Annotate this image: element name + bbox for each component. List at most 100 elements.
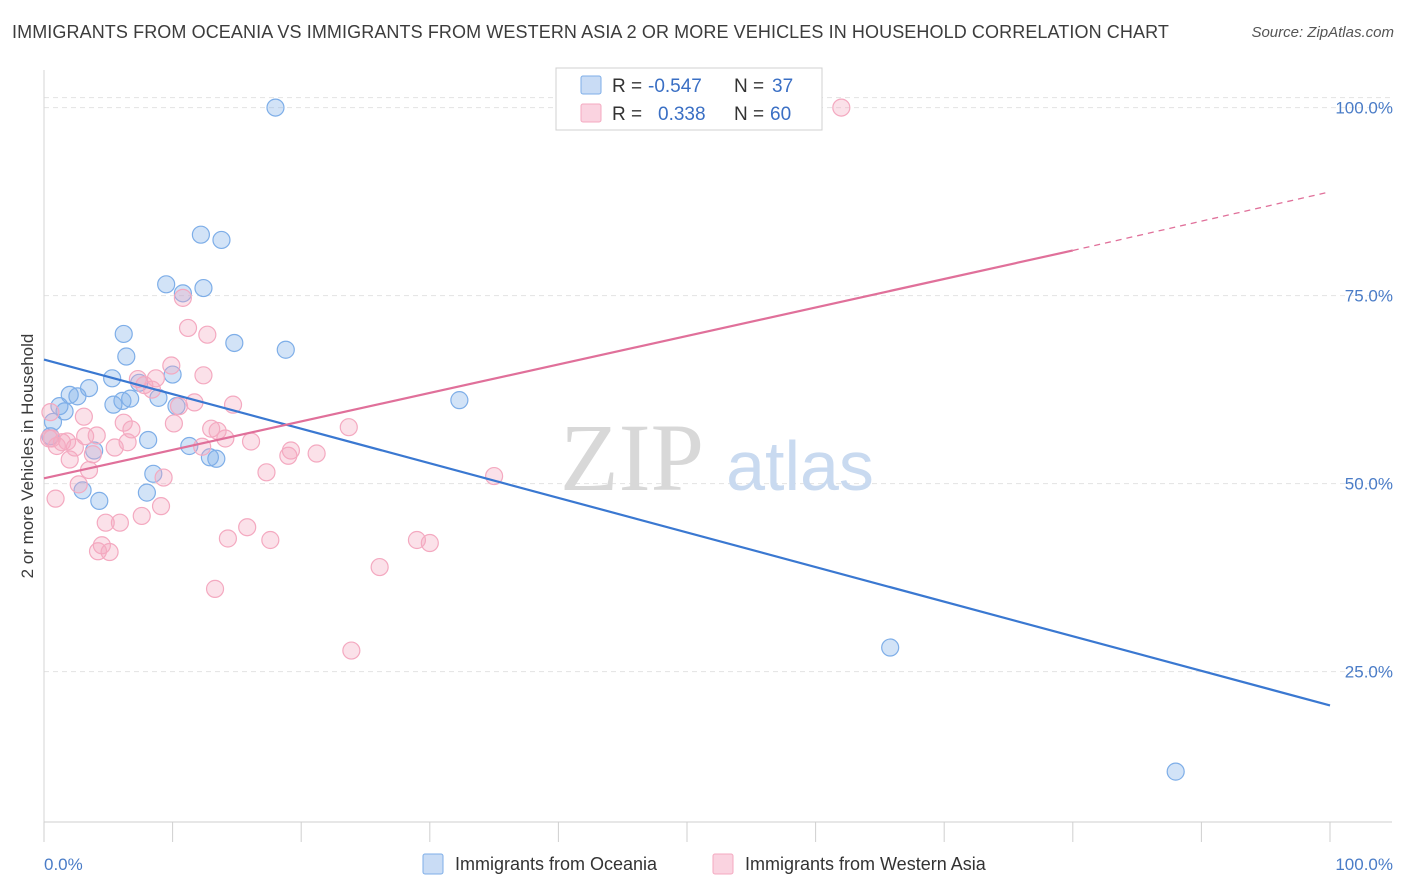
x-tick-label: 100.0% — [1335, 855, 1393, 874]
data-point — [55, 402, 74, 421]
grid-lines — [44, 97, 1392, 673]
data-point — [69, 475, 88, 494]
data-point — [173, 288, 192, 307]
data-point — [276, 340, 295, 359]
data-point — [40, 429, 59, 448]
data-point — [420, 533, 439, 553]
data-point — [50, 397, 69, 416]
trend-lines — [43, 191, 1331, 707]
data-point — [178, 318, 198, 338]
data-point — [46, 489, 65, 508]
data-point — [225, 333, 244, 353]
data-point — [104, 395, 123, 414]
data-point — [832, 98, 851, 117]
x-tick-label: 0.0% — [44, 855, 83, 874]
data-point — [164, 414, 183, 433]
data-point — [194, 278, 213, 298]
legend-r-label-1: R = — [612, 76, 642, 97]
data-point — [144, 464, 163, 483]
data-point — [74, 407, 93, 426]
data-point — [257, 463, 276, 482]
data-point — [114, 324, 133, 344]
series-legend-label-western-asia: Immigrants from Western Asia — [745, 854, 987, 874]
x-tick-labels: 0.0% 100.0% — [44, 855, 1393, 874]
data-point — [281, 441, 301, 460]
series-legend-swatch-oceania — [422, 853, 444, 875]
data-point — [146, 369, 165, 388]
y-tick-label: 25.0% — [1345, 663, 1393, 682]
data-point — [307, 444, 326, 463]
legend-n-value-oceania: 37 — [772, 76, 793, 97]
chart-title: IMMIGRANTS FROM OCEANIA VS IMMIGRANTS FR… — [12, 22, 1169, 42]
legend-swatch-western-asia — [580, 103, 602, 123]
legend-r-value-western-asia: 0.338 — [658, 104, 706, 125]
trend-line-extension — [1072, 191, 1331, 252]
legend-n-label-2: N = — [734, 104, 764, 125]
data-points — [40, 98, 1185, 781]
data-point — [212, 230, 231, 250]
y-axis-label: 2 or more Vehicles in Household — [18, 334, 37, 579]
data-point — [162, 356, 181, 375]
series-legend: Immigrants from Oceania Immigrants from … — [422, 853, 987, 875]
data-point — [117, 347, 136, 366]
legend-n-value-western-asia: 60 — [770, 104, 791, 125]
data-point — [139, 430, 158, 450]
trend-line — [43, 358, 1331, 707]
data-point — [60, 450, 79, 469]
data-point — [218, 529, 237, 548]
data-point — [151, 497, 171, 516]
data-point — [122, 420, 141, 439]
data-point — [79, 378, 99, 398]
series-legend-label-oceania: Immigrants from Oceania — [455, 854, 658, 874]
stats-legend: R = -0.547 N = 37 R = 0.338 N = 60 — [555, 67, 823, 131]
data-point — [194, 366, 213, 385]
data-point — [90, 491, 109, 510]
watermark-atlas: atlas — [726, 427, 874, 505]
data-point — [92, 536, 111, 555]
legend-swatch-oceania — [580, 75, 602, 95]
data-point — [114, 413, 133, 432]
data-point — [205, 579, 225, 598]
data-point — [207, 449, 226, 468]
data-point — [96, 513, 115, 532]
y-tick-label: 100.0% — [1335, 99, 1393, 118]
data-point — [47, 436, 66, 456]
data-point — [241, 432, 261, 451]
y-tick-label: 50.0% — [1345, 475, 1393, 494]
trend-line — [43, 249, 1074, 480]
data-point — [169, 397, 189, 416]
data-point — [339, 418, 358, 437]
data-point — [110, 513, 129, 532]
data-point — [198, 325, 217, 344]
data-point — [41, 403, 60, 422]
data-point — [87, 426, 106, 445]
data-point — [157, 275, 176, 294]
watermark-zip: ZIP — [560, 404, 704, 511]
data-point — [137, 483, 156, 502]
legend-r-value-oceania: -0.547 — [648, 76, 702, 97]
data-point — [191, 225, 210, 244]
data-point — [65, 438, 84, 457]
data-point — [193, 437, 212, 456]
data-point — [342, 641, 361, 660]
data-point — [261, 530, 280, 550]
legend-n-label-1: N = — [734, 76, 764, 97]
data-point — [83, 445, 102, 464]
data-point — [100, 542, 119, 562]
chart-source: Source: ZipAtlas.com — [1251, 24, 1394, 41]
data-point — [450, 391, 469, 410]
data-point — [881, 638, 900, 657]
data-point — [132, 506, 151, 526]
data-point — [1166, 762, 1185, 781]
data-point — [370, 557, 389, 577]
y-tick-labels: 25.0% 50.0% 75.0% 100.0% — [1335, 99, 1393, 682]
legend-r-label-2: R = — [612, 104, 642, 125]
y-tick-label: 75.0% — [1345, 287, 1393, 306]
axes — [43, 70, 1392, 842]
data-point — [173, 284, 192, 303]
data-point — [121, 389, 140, 408]
data-point — [238, 518, 257, 537]
data-point — [266, 98, 285, 117]
watermark: ZIP atlas — [560, 404, 874, 511]
